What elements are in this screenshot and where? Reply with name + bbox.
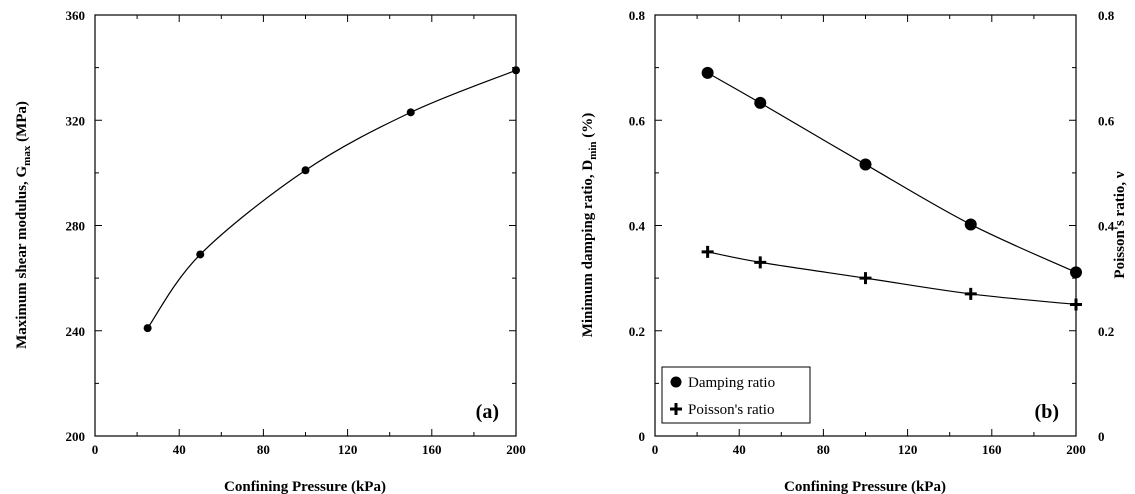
panel-a-y-title-unit: (MPa) [14,101,30,146]
series-line-gmax [147,69,517,329]
data-point [196,250,205,259]
data-point-damping [1070,266,1082,279]
y-tick-label: 0.6 [629,113,646,128]
x-tick-label: 40 [173,442,186,457]
panel-a-y-title-main: Maximum shear modulus, G [14,165,30,348]
data-point [406,108,415,117]
data-point-poisson [1070,298,1082,311]
x-tick-label: 40 [733,442,746,457]
x-tick-label: 0 [92,442,99,457]
legend-poisson-label: Poisson's ratio [688,402,774,418]
y-tick-label: 200 [66,429,86,444]
panel-b-right-y-axis-title: Poisson's ratio, ν [1112,171,1128,278]
x-tick-label: 160 [982,442,1002,457]
x-tick-label: 80 [817,442,830,457]
panel-b-label: (b) [1035,401,1059,423]
x-tick-label: 160 [422,442,442,457]
panel-b: 0 40 80 120 160 200 0 0.2 0.4 0.6 0.8 0 0.2 0.4 0.6 0.8… [580,8,1128,494]
y-tick-label: 0.8 [629,8,646,23]
panel-a-curves [147,69,517,329]
panel-a-markers [143,66,520,333]
x-tick-label: 200 [506,442,526,457]
right-y-tick-label: 0.4 [1098,219,1115,234]
data-point [143,324,152,333]
x-tick-label: 120 [898,442,918,457]
panel-a-plot-frame [94,14,517,437]
right-y-tick-label: 0.8 [1098,8,1115,23]
panel-a-ticks: 0 40 80 120 160 200 200 240 280 320 360 [66,8,526,457]
legend-box [661,366,811,424]
panel-b-left-y-title-main: Minimum damping ratio, D [580,160,596,338]
y-tick-label: 240 [66,324,86,339]
x-tick-label: 80 [257,442,270,457]
panel-b-left-y-title-subscript: min [587,141,599,159]
panel-a-label: (a) [476,401,499,423]
legend-poisson-marker [670,403,682,415]
data-point-poisson [964,287,977,300]
data-point [512,66,520,75]
x-tick-label: 120 [338,442,358,457]
panel-b-ticks: 0 40 80 120 160 200 0 0.2 0.4 0.6 0.8 0 0.2 0.4 0.6 0.8 [629,8,1115,457]
data-point-damping [754,96,767,109]
data-point [301,166,310,175]
panel-b-left-y-axis-title: Minimum damping ratio, Dmin (%) [580,113,599,338]
x-tick-label: 0 [652,442,659,457]
right-y-tick-label: 0 [1098,429,1105,444]
y-tick-label: 320 [66,113,86,128]
panel-b-x-axis-title: Confining Pressure (kPa) [784,479,946,494]
series-line-poisson-s-ratio [707,251,1077,306]
y-tick-label: 0.2 [629,324,645,339]
data-point-damping [701,66,714,79]
panel-b-legend: Damping ratio Poisson's ratio [661,366,811,424]
panel-b-left-y-title-unit: (%) [580,113,596,142]
right-y-tick-label: 0.2 [1098,324,1114,339]
y-tick-label: 280 [66,219,86,234]
panel-b-markers [701,66,1082,311]
data-point-damping [964,218,977,231]
data-point-poisson [859,272,872,285]
data-point-poisson [701,245,714,258]
panel-a-x-axis-title: Confining Pressure (kPa) [224,479,386,494]
panel-a-y-axis-title: Maximum shear modulus, Gmax (MPa) [14,101,33,349]
y-tick-label: 360 [66,8,86,23]
panel-a-y-title-subscript: max [21,145,33,166]
data-point-damping [859,158,872,171]
legend-damping-marker [670,376,682,388]
data-point-poisson [754,256,767,269]
panel-a: 0 40 80 120 160 200 200 240 280 320 360 (a) Confin… [14,8,526,494]
x-tick-label: 200 [1066,442,1086,457]
right-y-tick-label: 0.6 [1098,113,1115,128]
y-tick-label: 0.4 [629,219,646,234]
y-tick-label: 0 [639,429,646,444]
legend-damping-label: Damping ratio [688,375,775,391]
